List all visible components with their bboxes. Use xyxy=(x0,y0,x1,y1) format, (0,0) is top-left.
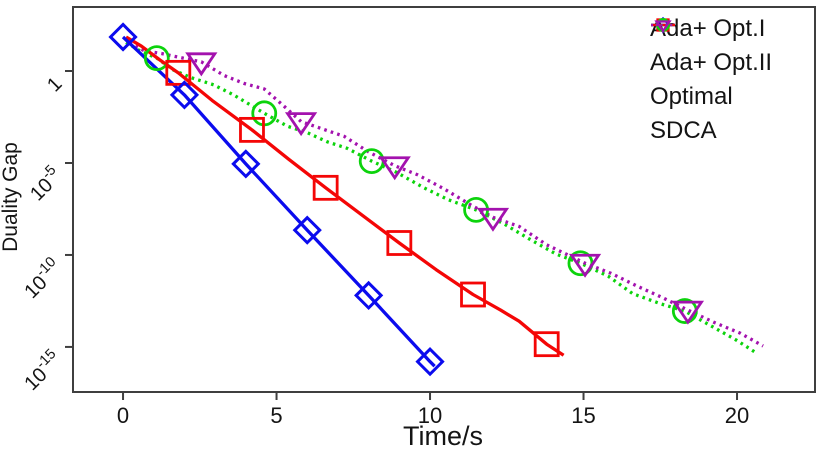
legend-label: Optimal xyxy=(650,83,733,110)
plot-frame xyxy=(72,6,816,393)
x-axis-title: Time/s xyxy=(403,421,483,451)
legend: Ada+ Opt.I Ada+ Opt.II Optimal SDCA xyxy=(650,12,772,148)
y-axis-title: Duality Gap xyxy=(0,142,22,252)
y-tick-label: 10-15 xyxy=(18,346,67,395)
legend-label: Ada+ Opt.II xyxy=(650,49,773,76)
series-marker-triangle-down-sdca xyxy=(671,300,705,325)
x-tick-label: 10 xyxy=(418,403,442,428)
series-line-ada-opt-1 xyxy=(121,35,436,368)
legend-triangle-down-glyph xyxy=(654,20,672,34)
series-marker-diamond-ada-opt-1 xyxy=(231,149,261,179)
x-tick-label: 20 xyxy=(725,403,749,428)
series-marker-triangle-down-sdca xyxy=(378,156,411,181)
legend-item-optimal: Optimal xyxy=(650,18,772,114)
series-marker-square-ada-opt-2 xyxy=(312,174,339,201)
series-marker-triangle-down-sdca xyxy=(185,52,218,77)
series-marker-circle-optimal xyxy=(143,45,170,72)
y-tick-label: 10-5 xyxy=(23,162,66,205)
legend-triangle-down-icon xyxy=(651,20,675,34)
series-marker-triangle-down-sdca xyxy=(568,253,602,278)
y-tick-label: 1 xyxy=(43,73,66,96)
series-marker-square-ada-opt-2 xyxy=(386,230,413,256)
series-marker-square-ada-opt-2 xyxy=(533,331,560,358)
series-marker-diamond-ada-opt-1 xyxy=(354,280,384,311)
series-line-ada-opt-2 xyxy=(125,35,565,357)
y-tick-label: 10-10 xyxy=(18,254,67,303)
series-marker-square-ada-opt-2 xyxy=(239,116,265,143)
legend-item-ada-opt-2: Ada+ Opt.II xyxy=(650,18,773,80)
x-tick-label: 0 xyxy=(117,403,129,428)
legend-label: SDCA xyxy=(650,117,717,144)
x-tick-label: 5 xyxy=(270,403,282,428)
x-tick-label: 15 xyxy=(571,403,595,428)
series-marker-diamond-ada-opt-1 xyxy=(108,22,138,52)
series-marker-triangle-down-sdca xyxy=(284,112,318,137)
series-marker-diamond-ada-opt-1 xyxy=(169,80,200,110)
legend-item-sdca: SDCA xyxy=(650,20,772,148)
series-marker-diamond-ada-opt-1 xyxy=(292,215,322,245)
series-marker-square-ada-opt-2 xyxy=(165,59,192,86)
series-marker-diamond-ada-opt-1 xyxy=(415,347,445,377)
series-marker-triangle-down-sdca xyxy=(476,207,510,232)
series-marker-square-ada-opt-2 xyxy=(460,281,486,308)
